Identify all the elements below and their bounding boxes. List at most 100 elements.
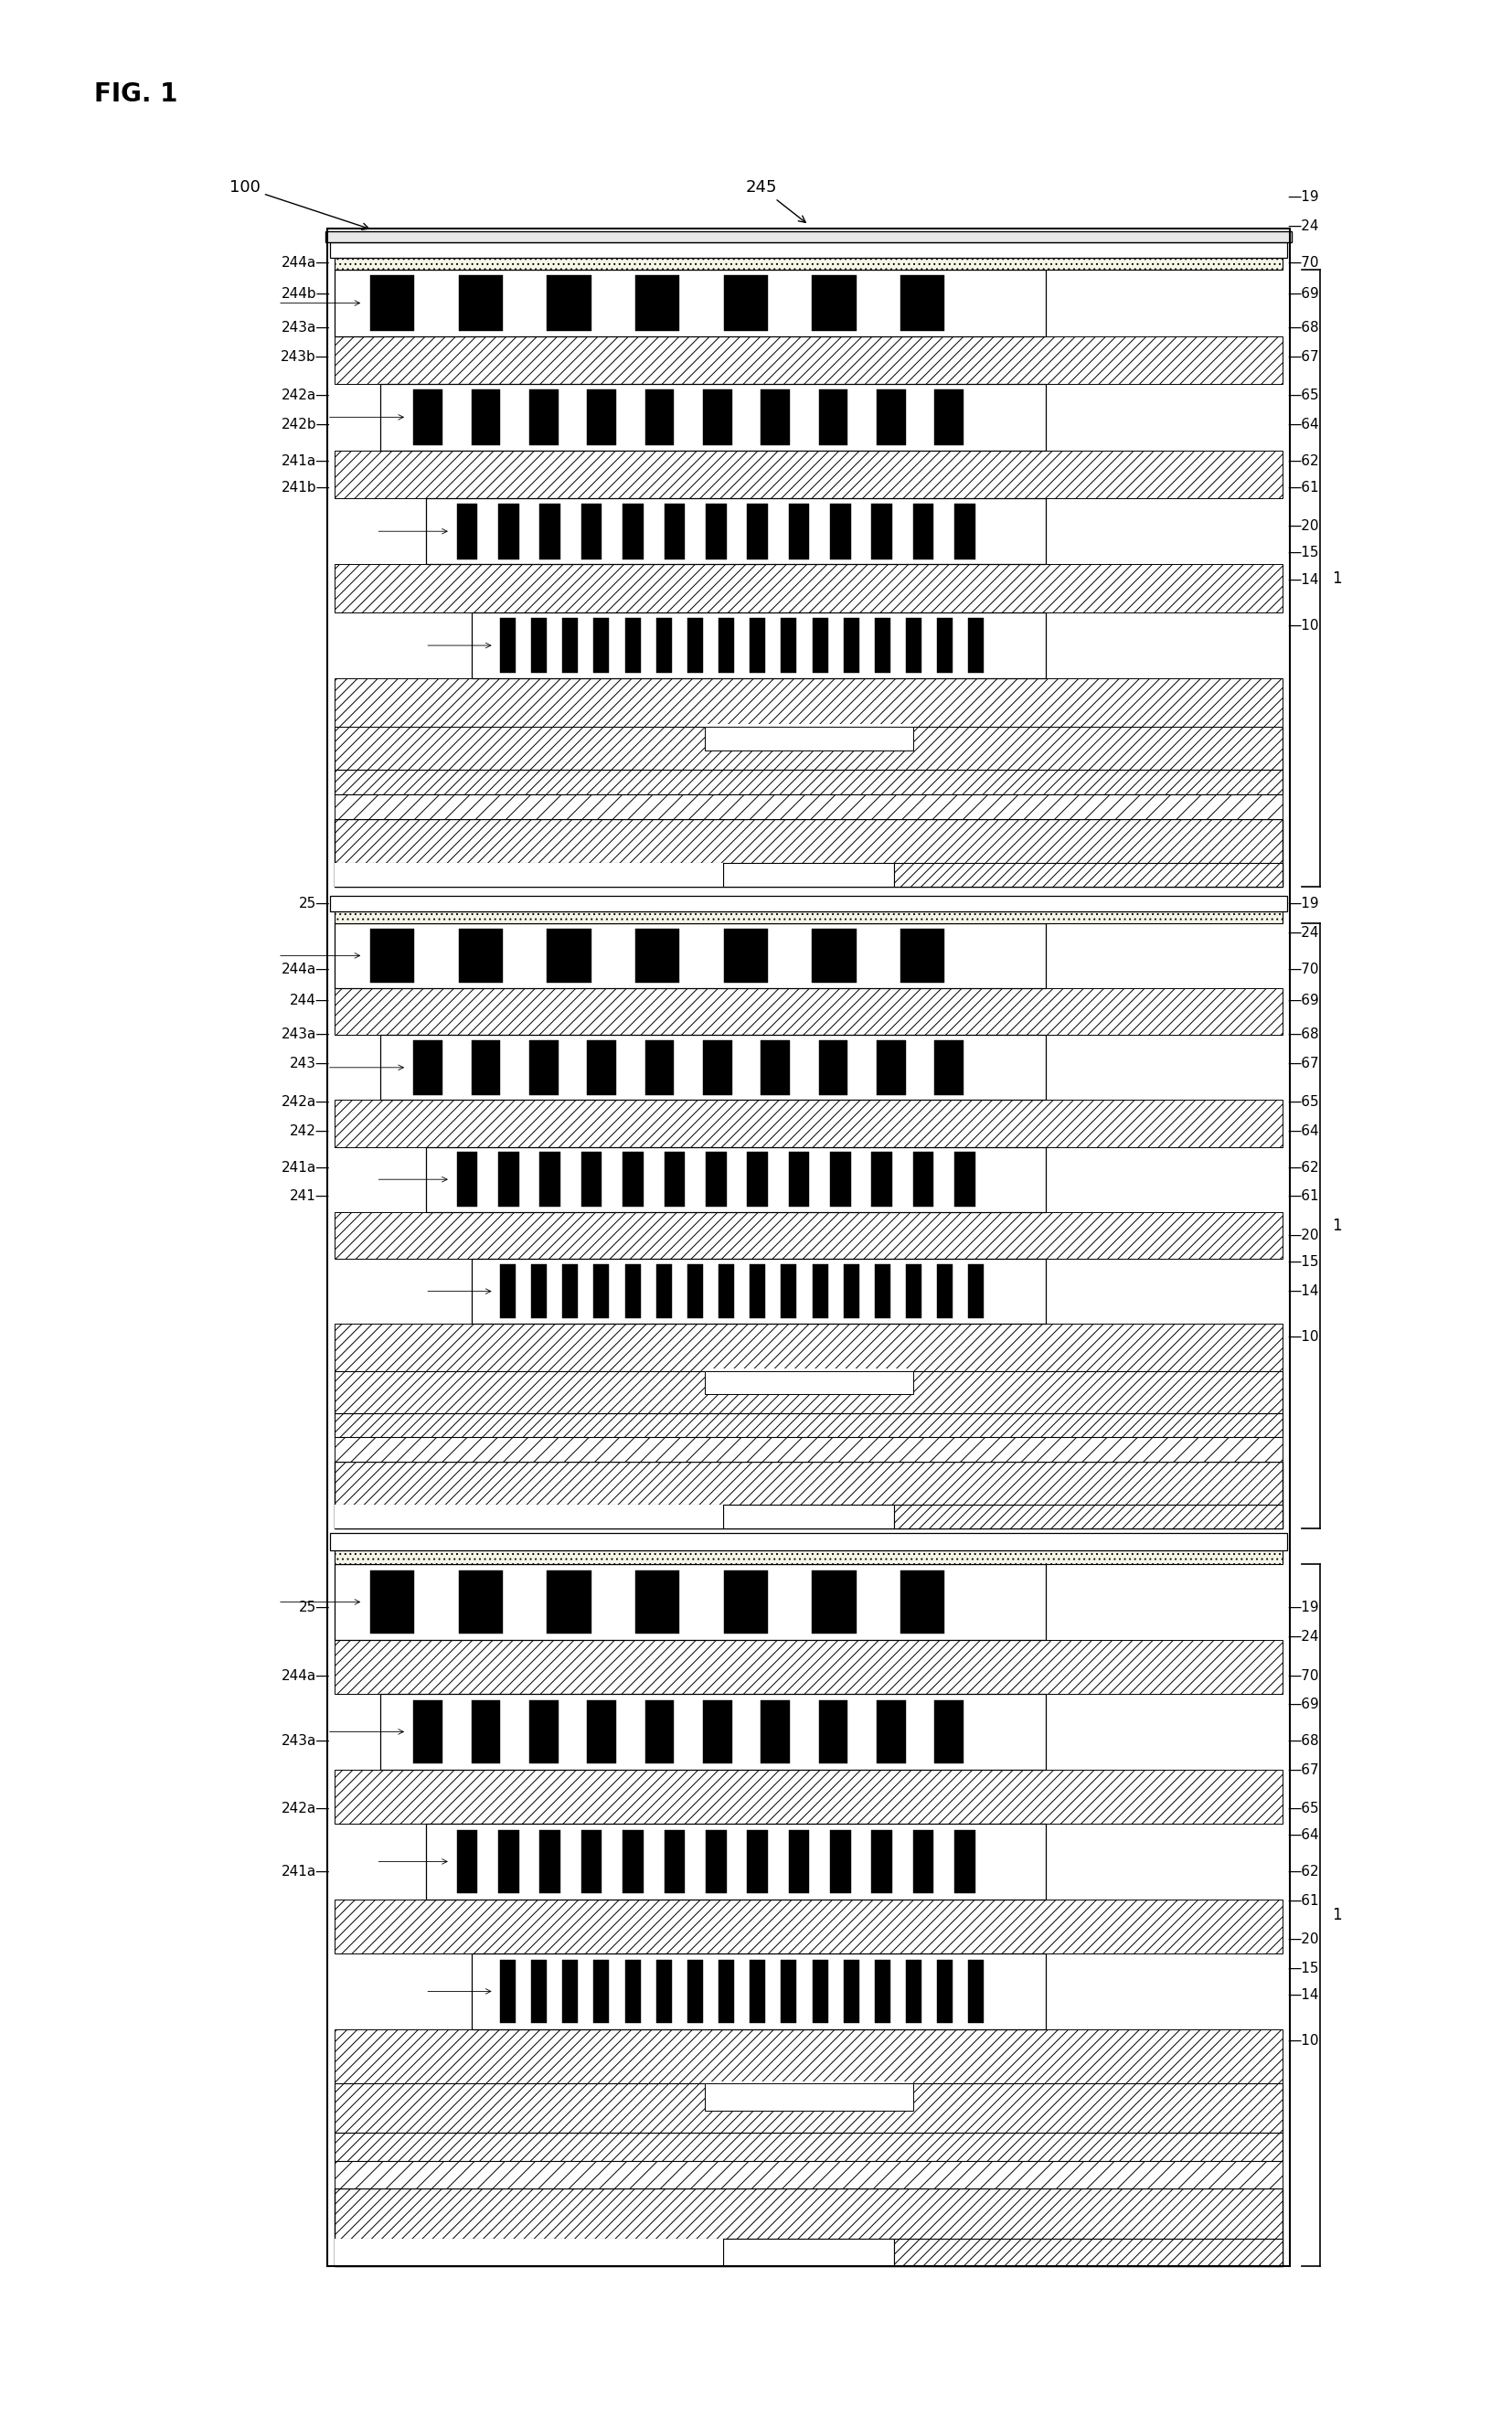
Bar: [547, 274, 591, 330]
Bar: [830, 1153, 851, 1206]
Bar: [664, 502, 685, 558]
Text: —19: —19: [1287, 1602, 1318, 1614]
Bar: [789, 502, 809, 558]
Bar: [723, 2240, 894, 2267]
Text: 25—: 25—: [299, 1602, 330, 1614]
Bar: [334, 335, 1282, 383]
Text: 243a—: 243a—: [281, 320, 330, 335]
Text: —10: —10: [1287, 2034, 1318, 2048]
Text: 241—: 241—: [290, 1189, 330, 1204]
Bar: [540, 1153, 561, 1206]
Bar: [334, 988, 1282, 1034]
Bar: [705, 2080, 913, 2111]
Text: 241a—: 241a—: [281, 454, 330, 468]
Bar: [334, 864, 723, 886]
Bar: [877, 1701, 906, 1764]
Bar: [875, 1959, 891, 2024]
Bar: [334, 2082, 1282, 2133]
Text: 244a—: 244a—: [281, 255, 330, 269]
Bar: [913, 1830, 934, 1893]
Text: FIG. 1: FIG. 1: [94, 80, 177, 107]
Bar: [499, 1830, 519, 1893]
Text: —69: —69: [1287, 286, 1318, 301]
Bar: [818, 1041, 848, 1095]
Bar: [334, 2029, 1282, 2082]
Bar: [877, 1041, 906, 1095]
Bar: [472, 612, 1046, 680]
Bar: [334, 1565, 1046, 1641]
Bar: [334, 1769, 1282, 1825]
Text: 241b—: 241b—: [281, 481, 330, 495]
Bar: [623, 1830, 644, 1893]
Bar: [812, 930, 856, 983]
Bar: [426, 1148, 1046, 1211]
Text: —24: —24: [1287, 1631, 1318, 1643]
Bar: [334, 1505, 723, 1529]
Text: —14: —14: [1287, 1284, 1318, 1298]
Bar: [334, 864, 723, 886]
Bar: [334, 1900, 1282, 1954]
Bar: [334, 1371, 1282, 1413]
Text: 244a—: 244a—: [281, 961, 330, 976]
Bar: [761, 1041, 789, 1095]
Bar: [724, 274, 768, 330]
Bar: [705, 2082, 913, 2111]
Bar: [458, 274, 503, 330]
Bar: [937, 1264, 953, 1318]
Bar: [334, 2133, 1282, 2160]
Bar: [875, 616, 891, 672]
Bar: [954, 1153, 975, 1206]
Bar: [457, 1153, 478, 1206]
Bar: [380, 1694, 1046, 1769]
Text: 243—: 243—: [290, 1056, 330, 1070]
Bar: [472, 1041, 500, 1095]
Bar: [587, 1041, 615, 1095]
Text: 1: 1: [1332, 1218, 1341, 1233]
Bar: [623, 502, 644, 558]
Bar: [718, 1959, 735, 2024]
Bar: [334, 257, 1282, 269]
Bar: [472, 1260, 1046, 1323]
Bar: [334, 769, 1282, 794]
Bar: [472, 1701, 500, 1764]
Bar: [413, 388, 443, 444]
Bar: [937, 1959, 953, 2024]
Bar: [894, 1505, 1282, 1529]
Text: —20: —20: [1287, 1932, 1318, 1946]
Text: —68: —68: [1287, 1733, 1318, 1747]
Bar: [547, 930, 591, 983]
Bar: [706, 502, 726, 558]
Bar: [624, 1959, 641, 2024]
Text: 243a—: 243a—: [281, 1027, 330, 1041]
Bar: [703, 1041, 732, 1095]
Text: 242a—: 242a—: [281, 1801, 330, 1815]
Text: 245: 245: [745, 180, 806, 223]
Bar: [747, 1153, 768, 1206]
Text: —68: —68: [1287, 320, 1318, 335]
Bar: [472, 1954, 1046, 2029]
Bar: [646, 1041, 674, 1095]
Text: 242a—: 242a—: [281, 1095, 330, 1109]
Bar: [457, 502, 478, 558]
Text: —64: —64: [1287, 1124, 1318, 1138]
Bar: [664, 1153, 685, 1206]
Bar: [334, 1211, 1282, 1260]
Bar: [812, 274, 856, 330]
Bar: [723, 864, 894, 886]
Bar: [581, 1153, 602, 1206]
Bar: [334, 1323, 1282, 1371]
Bar: [830, 502, 851, 558]
Bar: [413, 1041, 443, 1095]
Bar: [688, 616, 703, 672]
Text: 244—: 244—: [290, 993, 330, 1007]
Text: —64: —64: [1287, 417, 1318, 432]
Bar: [812, 1264, 829, 1318]
Bar: [334, 1099, 1282, 1148]
Bar: [812, 1570, 856, 1633]
Text: 242a—: 242a—: [281, 388, 330, 403]
Bar: [871, 1830, 892, 1893]
Bar: [782, 1959, 797, 2024]
Bar: [529, 1701, 558, 1764]
Bar: [500, 616, 516, 672]
Bar: [871, 502, 892, 558]
